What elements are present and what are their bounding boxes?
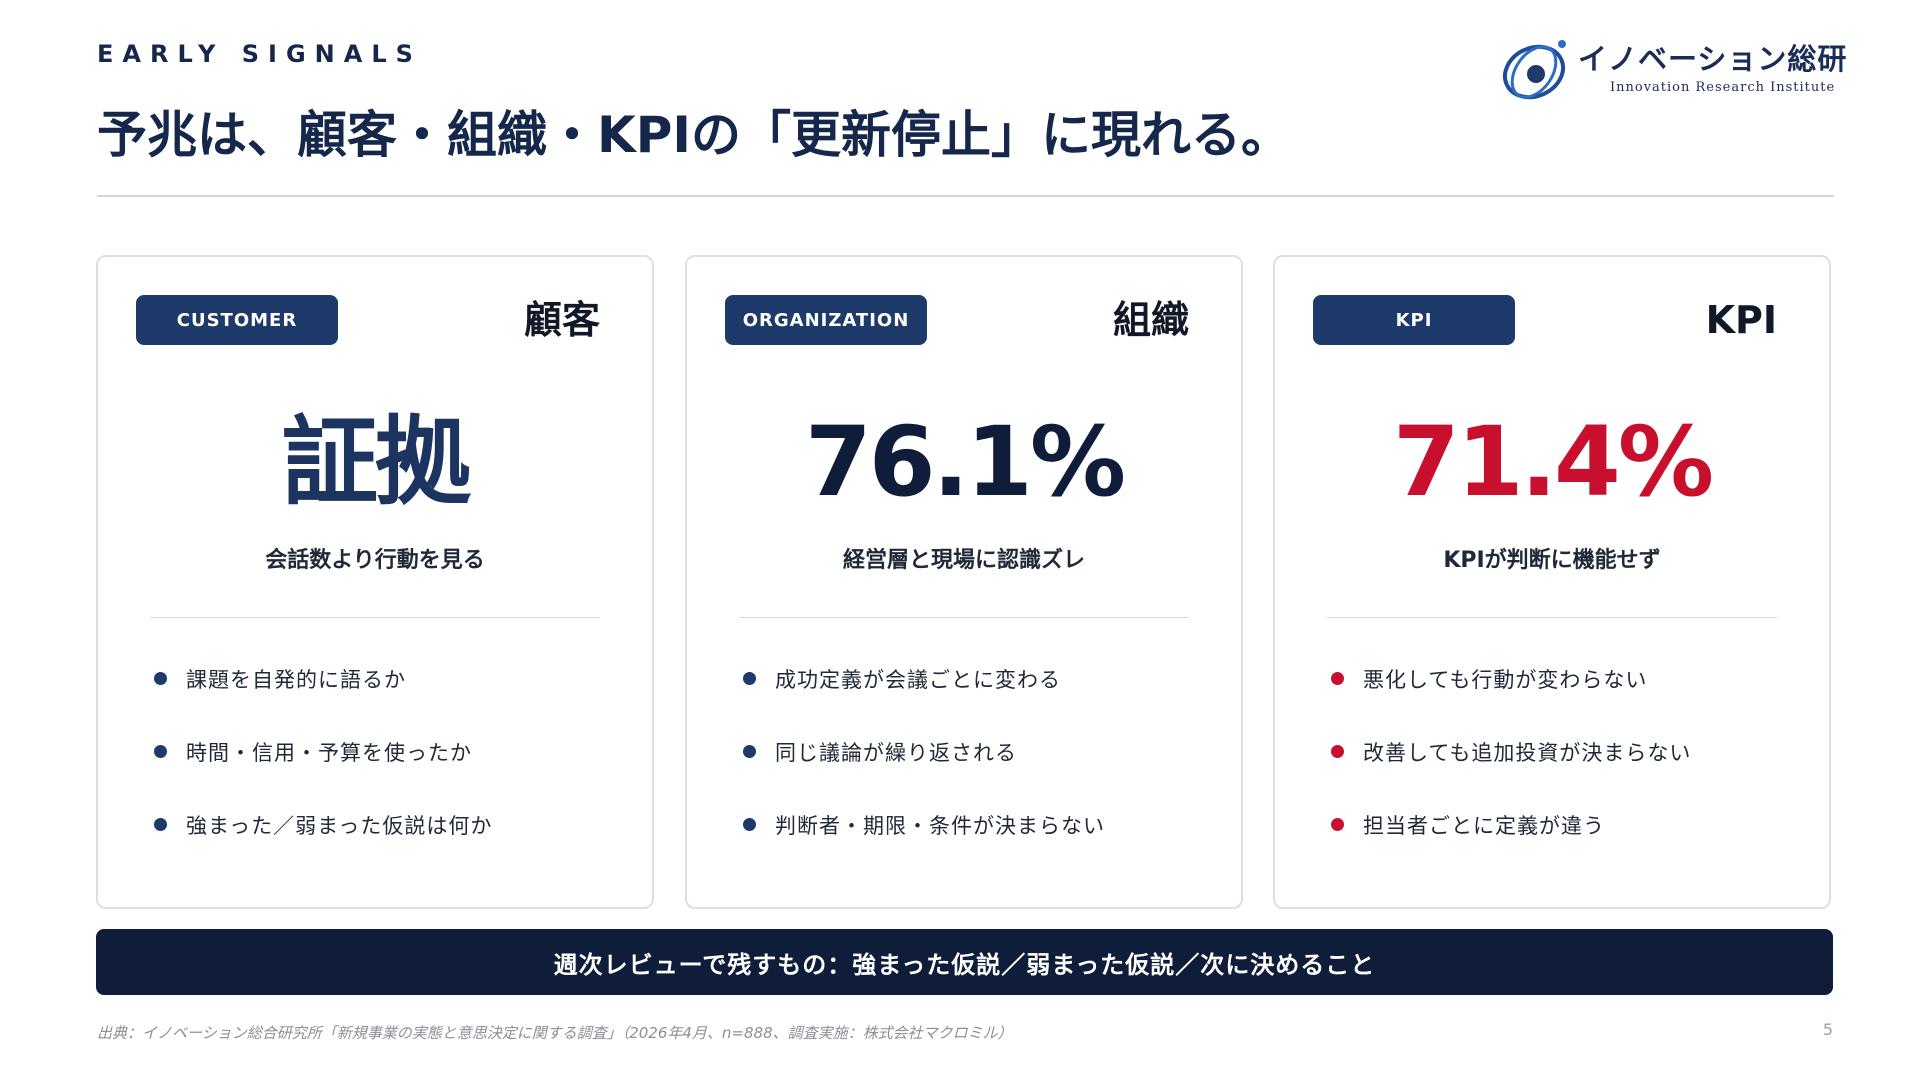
card-divider [1327,617,1777,618]
bullet-list: 課題を自発的に語るか 時間・信用・予算を使ったか 強まった／弱まった仮説は何か [154,665,492,884]
card-title: KPI [1705,298,1777,342]
list-item: 悪化しても行動が変わらない [1331,665,1691,738]
list-item: 改善しても追加投資が決まらない [1331,738,1691,811]
page-number: 5 [1822,1020,1833,1039]
bullet-text: 成功定義が会議ごとに変わる [775,668,1061,692]
bullet-text: 改善しても追加投資が決まらない [1363,741,1692,765]
card-headline: 証拠 [282,406,471,518]
list-item: 成功定義が会議ごとに変わる [743,665,1105,738]
bullet-dot-icon [154,818,167,831]
bullet-text: 同じ議論が繰り返される [775,741,1017,765]
bullet-dot-icon [743,672,756,685]
card-title: 組織 [1112,298,1189,342]
bullet-dot-icon [1331,672,1344,685]
bullet-text: 時間・信用・予算を使ったか [186,741,472,765]
card-tag: KPI [1313,295,1515,345]
list-item: 時間・信用・予算を使ったか [154,738,492,811]
card-kpi: KPI KPI 71.4% KPIが判断に機能せず 悪化しても行動が変わらない … [1273,255,1831,909]
card-headline: 76.1% [804,406,1126,518]
bullet-text: 強まった／弱まった仮説は何か [186,814,493,838]
card-headline: 71.4% [1392,406,1714,518]
bullet-dot-icon [1331,745,1344,758]
card-subtitle: KPIが判断に機能せず [1443,548,1661,573]
bullet-dot-icon [154,745,167,758]
logo-subtitle: Innovation Research Institute [1610,80,1836,95]
header-divider [97,195,1834,197]
bullet-text: 悪化しても行動が変わらない [1363,668,1648,692]
card-divider [739,617,1189,618]
logo-name: イノベーション総研 [1578,42,1848,76]
card-organization: ORGANIZATION 組織 76.1% 経営層と現場に認識ズレ 成功定義が会… [685,255,1243,909]
bullet-text: 課題を自発的に語るか [186,668,406,692]
card-subtitle: 経営層と現場に認識ズレ [842,548,1085,573]
bullet-dot-icon [154,672,167,685]
card-divider [150,617,600,618]
list-item: 担当者ごとに定義が違う [1331,811,1691,884]
card-title: 顧客 [523,298,600,342]
eyebrow-label: EARLY SIGNALS [97,40,422,68]
list-item: 判断者・期限・条件が決まらない [743,811,1105,884]
bullet-dot-icon [743,745,756,758]
bullet-list: 悪化しても行動が変わらない 改善しても追加投資が決まらない 担当者ごとに定義が違… [1331,665,1691,884]
slide-title: 予兆は、顧客・組織・KPIの「更新停止」に現れる。 [97,106,1291,164]
card-tag: CUSTOMER [136,295,338,345]
card-customer: CUSTOMER 顧客 証拠 会話数より行動を見る 課題を自発的に語るか 時間・… [96,255,654,909]
card-tag: ORGANIZATION [725,295,927,345]
bullet-text: 担当者ごとに定義が違う [1363,814,1605,838]
orbit-logo-icon [1502,40,1566,100]
company-logo: イノベーション総研 Innovation Research Institute [1500,30,1860,110]
bullet-text: 判断者・期限・条件が決まらない [775,814,1105,838]
bullet-dot-icon [743,818,756,831]
bullet-dot-icon [1331,818,1344,831]
bullet-list: 成功定義が会議ごとに変わる 同じ議論が繰り返される 判断者・期限・条件が決まらな… [743,665,1105,884]
list-item: 課題を自発的に語るか [154,665,492,738]
summary-banner: 週次レビューで残すもの：強まった仮説／弱まった仮説／次に決めること [96,929,1833,995]
list-item: 強まった／弱まった仮説は何か [154,811,492,884]
list-item: 同じ議論が繰り返される [743,738,1105,811]
source-note: 出典：イノベーション総合研究所「新規事業の実態と意思決定に関する調査」（2026… [97,1024,1013,1042]
card-subtitle: 会話数より行動を見る [265,548,485,573]
